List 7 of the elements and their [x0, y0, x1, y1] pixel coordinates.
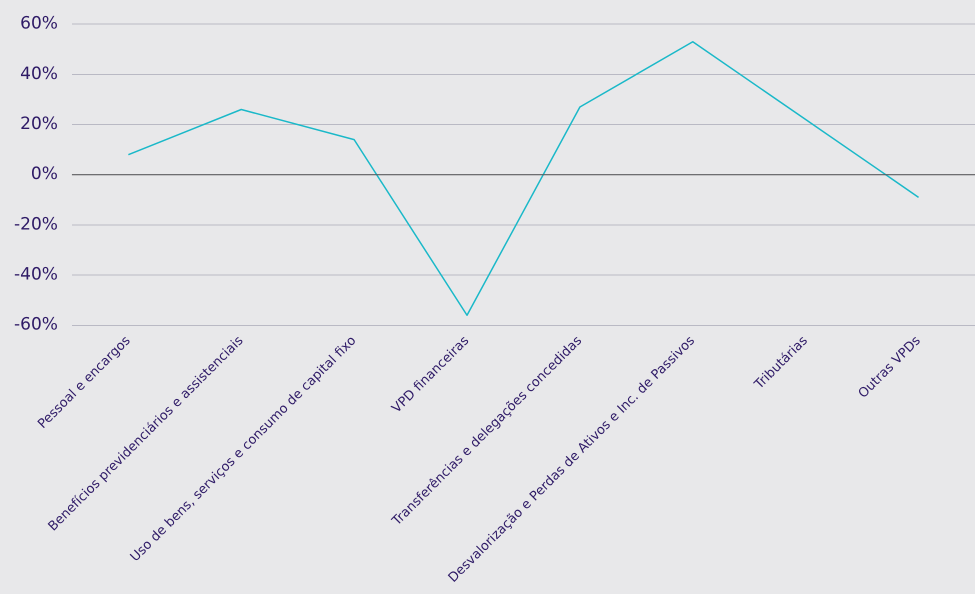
- y-tick-label: -40%: [14, 264, 58, 285]
- y-tick-label: -60%: [14, 314, 58, 335]
- y-tick-label: 0%: [30, 164, 58, 184]
- y-tick-label: 60%: [20, 14, 58, 34]
- y-tick-label: 20%: [20, 114, 58, 134]
- y-tick-label: -20%: [14, 214, 58, 234]
- y-tick-label: 40%: [20, 64, 58, 84]
